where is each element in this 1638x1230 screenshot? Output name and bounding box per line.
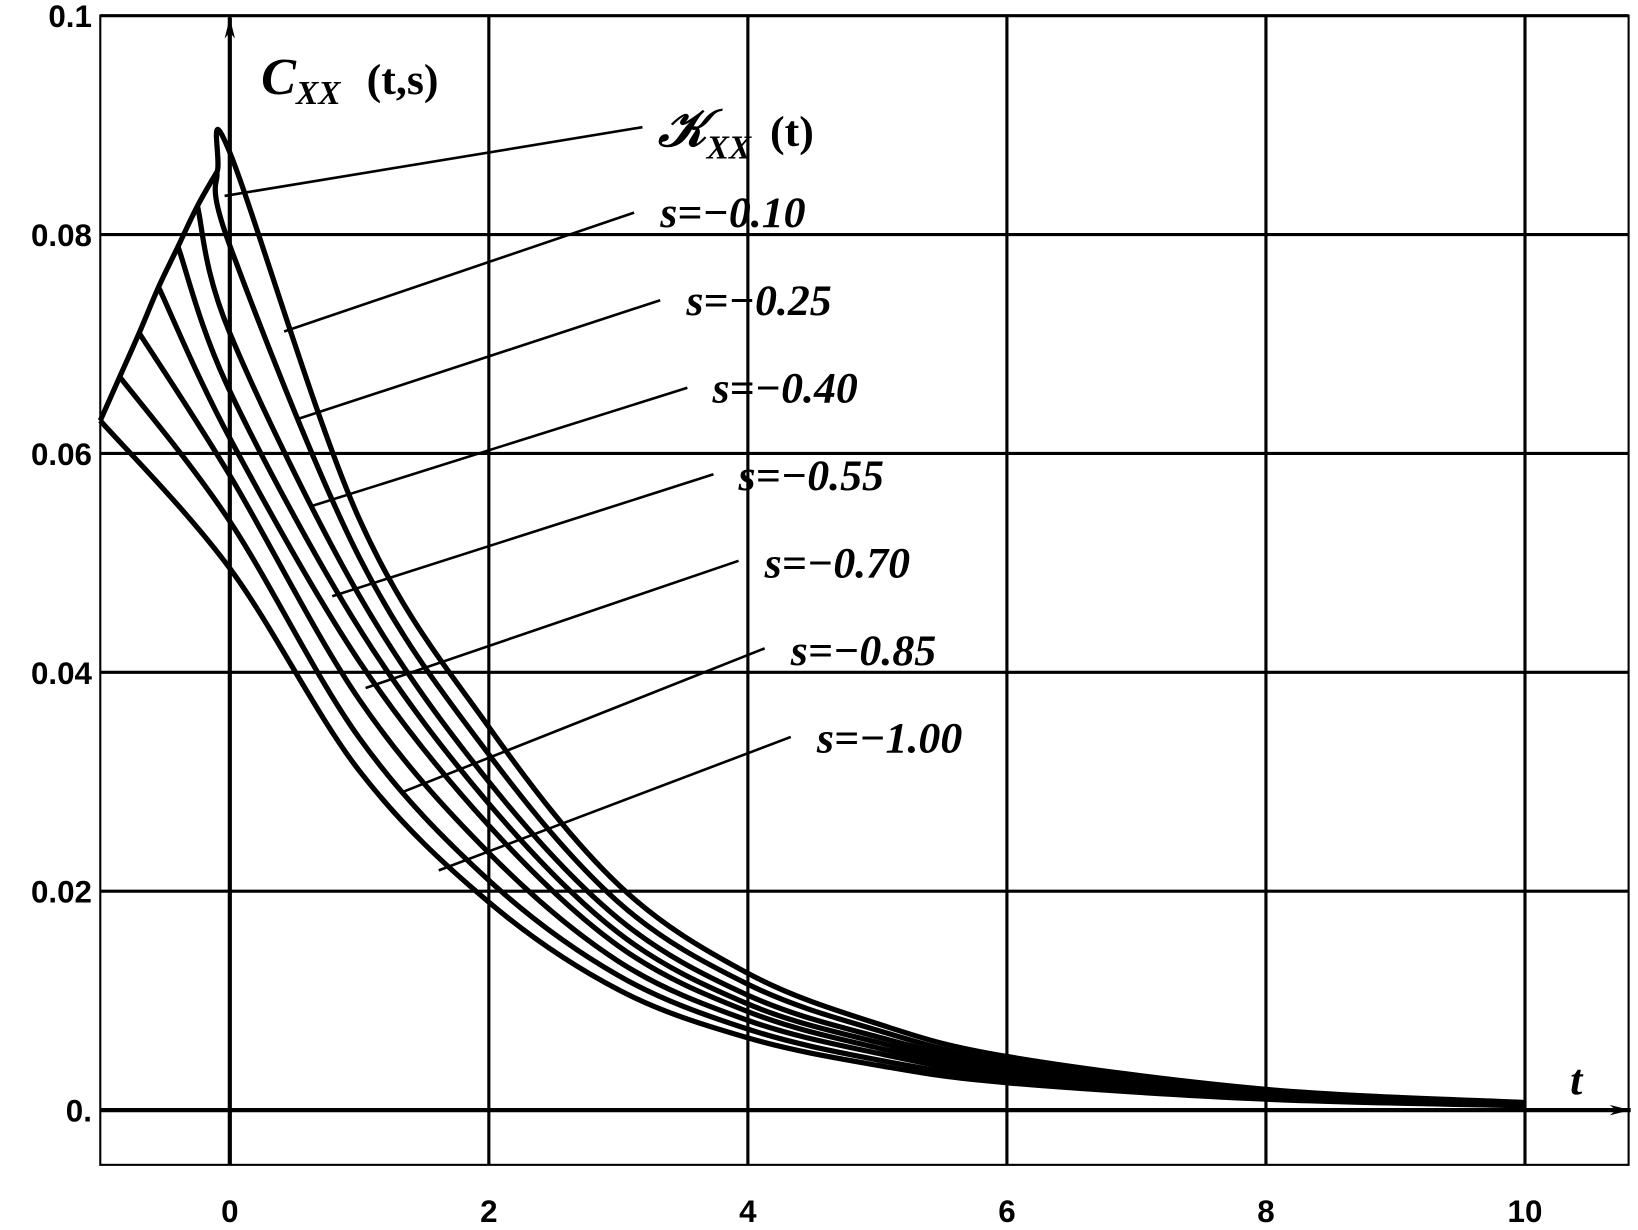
y-tick-label: 0. [66, 1094, 92, 1129]
leader-line [297, 298, 661, 421]
leader-line [365, 559, 739, 690]
series-label: s=−0.25 [685, 277, 831, 325]
y-tick-label: 0.06 [31, 437, 92, 472]
plot-frame [99, 14, 1630, 1166]
series-name: s=−0.70 [764, 540, 910, 588]
series-label: s=−0.85 [790, 627, 936, 675]
series-name: s=−0.10 [659, 189, 805, 237]
series-name: s=−0.25 [685, 277, 831, 325]
x-tick-label: 2 [480, 1194, 497, 1229]
leader-line [331, 473, 714, 598]
series-label: 𝒦XX (t) [657, 101, 814, 166]
series-argument: (t) [770, 108, 814, 156]
series-name: s=−0.55 [738, 452, 884, 500]
leader-line [312, 386, 688, 507]
x-tick-label: 10 [1508, 1194, 1543, 1229]
data-line [97, 127, 1526, 1106]
y-tick-label: 0.08 [31, 218, 92, 253]
y-tick-label: 0.1 [48, 0, 92, 34]
x-tick-label: 4 [739, 1194, 757, 1229]
leader-line [438, 735, 792, 872]
series-label: s=−0.10 [659, 189, 805, 237]
y-label-sub: XX [295, 75, 341, 112]
series-name: s=−0.40 [711, 364, 857, 412]
x-tick-label: 6 [998, 1194, 1015, 1229]
leader-line [224, 125, 643, 198]
series-label: s=−0.55 [738, 452, 884, 500]
series-label: s=−0.40 [711, 364, 857, 412]
series-label: s=−0.70 [764, 540, 910, 588]
x-tick-label: 8 [1257, 1194, 1274, 1229]
y-tick-label: 0.04 [31, 656, 93, 691]
x-axis-label: t [1570, 1057, 1584, 1105]
series-name: s=−1.00 [816, 715, 962, 763]
y-axis-label: CXX (t,s) [261, 49, 438, 112]
leader-line [283, 211, 635, 333]
y-label-args: (t,s) [367, 56, 439, 104]
series-name: s=−0.85 [790, 627, 936, 675]
series-label: s=−1.00 [816, 715, 962, 763]
y-label-main: C [261, 49, 297, 106]
series-subscript: XX [706, 129, 752, 166]
y-tick-label: 0.02 [31, 875, 92, 910]
x-tick-label: 0 [221, 1194, 238, 1229]
leader-line [401, 647, 766, 794]
data-line [98, 418, 1526, 1109]
